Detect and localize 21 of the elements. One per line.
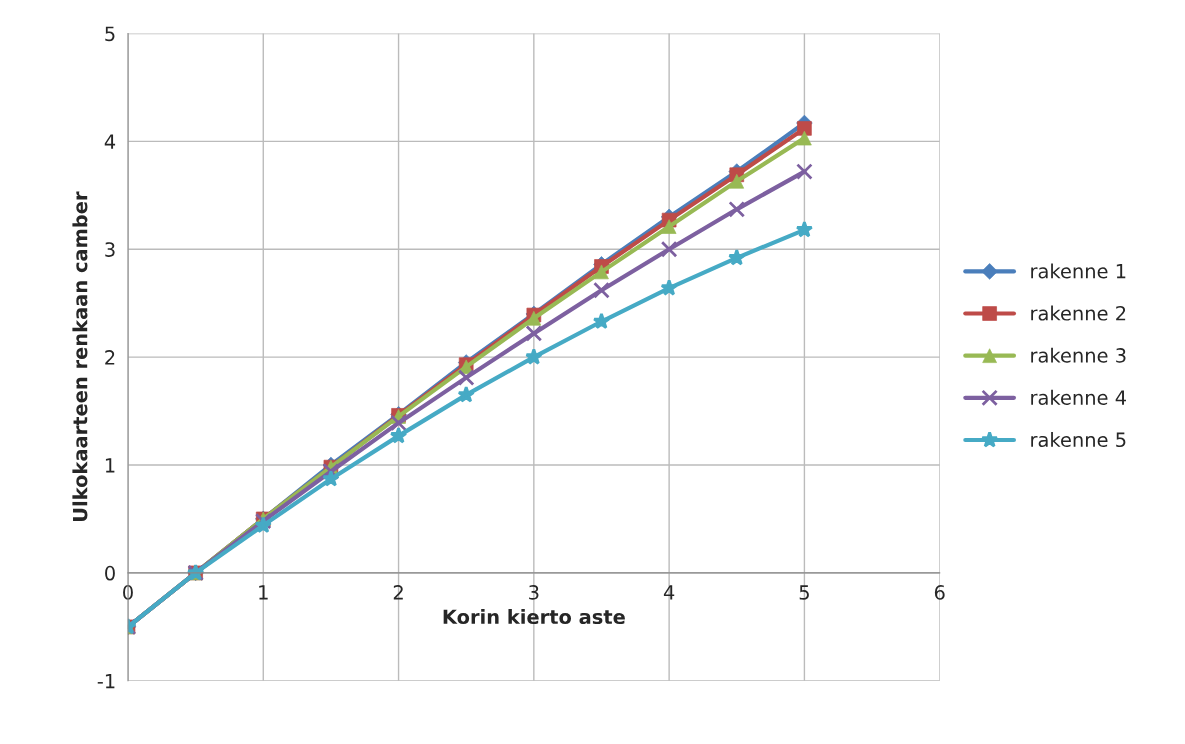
y-axis-title: Ulkokaarteen renkaan camber	[72, 191, 88, 521]
legend-label: rakenne 2	[1031, 305, 1126, 321]
x-tick-label: 4	[663, 585, 675, 600]
y-tick-label: 5	[105, 26, 115, 42]
y-tick-label: 2	[105, 350, 115, 365]
x-axis-title: Korin kierto aste	[443, 609, 625, 625]
x-tick-label: 2	[393, 585, 403, 600]
x-tick-label: 5	[799, 585, 809, 600]
y-tick-label: 0	[105, 565, 115, 581]
x-tick-label: 0	[123, 585, 133, 600]
x-tick-label: 3	[529, 585, 539, 600]
y-tick-label: 3	[105, 242, 115, 257]
y-tick-label: 1	[105, 458, 115, 473]
x-tick-label: 6	[934, 585, 945, 600]
y-tick-label: 4	[104, 134, 116, 149]
legend-label: rakenne 5	[1031, 432, 1126, 448]
legend-label: rakenne 4	[1031, 389, 1126, 405]
y-tick-label: -1	[97, 673, 115, 689]
x-tick-label: 1	[259, 585, 268, 600]
legend-label: rakenne 3	[1031, 347, 1126, 363]
legend-label: rakenne 1	[1031, 263, 1126, 279]
